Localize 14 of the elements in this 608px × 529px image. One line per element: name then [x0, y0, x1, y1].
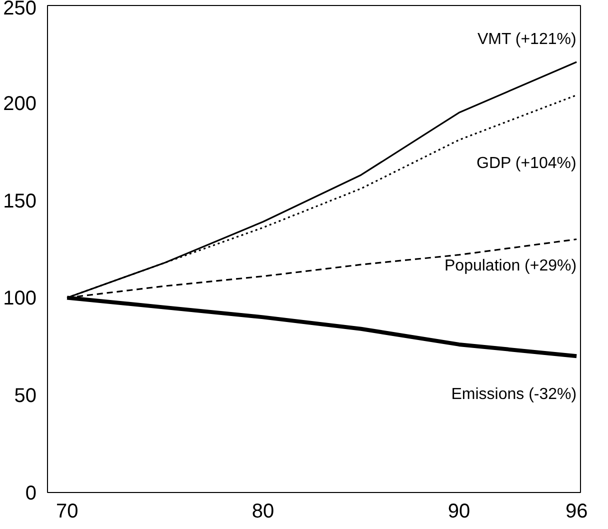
- y-tick-label: 50: [14, 385, 37, 408]
- series-label: Population (+29%): [444, 257, 577, 274]
- y-tick-label: 150: [3, 190, 37, 212]
- y-tick-label: 250: [3, 0, 37, 20]
- x-tick-label: 90: [448, 500, 470, 522]
- y-tick-label: 0: [25, 482, 36, 504]
- x-tick-label: 80: [252, 500, 274, 522]
- series-label: GDP (+104%): [476, 155, 576, 172]
- series-label: VMT (+121%): [477, 30, 576, 48]
- x-tick-label: 96: [565, 500, 588, 522]
- y-tick-label: 200: [3, 92, 37, 115]
- series-label: Emissions (-32%): [451, 386, 577, 404]
- x-tick-label: 70: [56, 500, 78, 522]
- y-tick-label: 100: [3, 288, 37, 310]
